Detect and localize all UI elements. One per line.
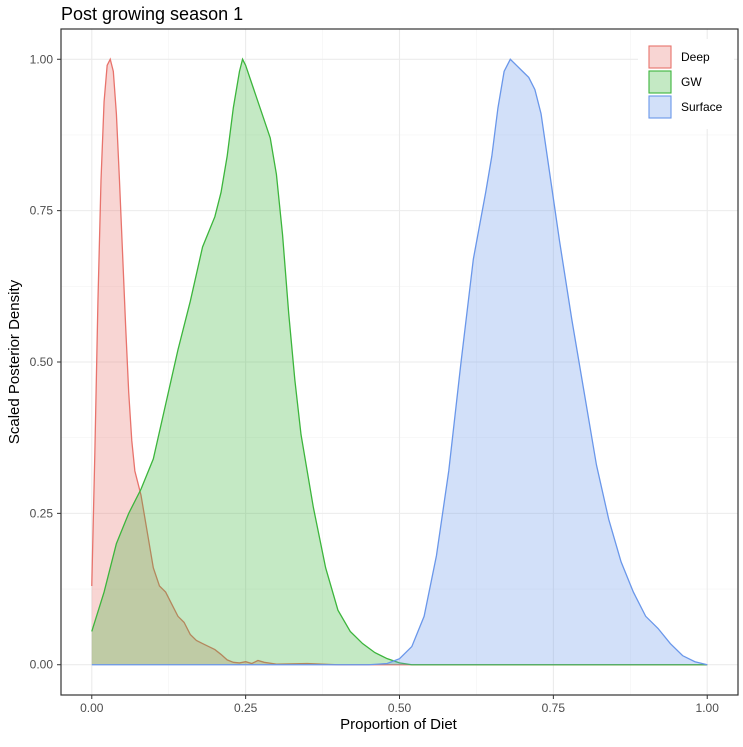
density-line-surface xyxy=(91,58,708,666)
y-tick-label: 0.00 xyxy=(30,658,54,672)
x-tick-label: 0.25 xyxy=(234,701,258,715)
x-tick-label: 0.50 xyxy=(388,701,412,715)
y-axis-title: Scaled Posterior Density xyxy=(6,279,23,444)
legend-label-gw: GW xyxy=(681,75,702,89)
plot-area: 0.00 0.25 0.50 0.75 1.00 0.00 0.25 0.50 0.75 1.00 xyxy=(30,28,739,715)
legend-box xyxy=(638,39,734,129)
legend-label-deep: Deep xyxy=(681,50,710,64)
y-tick-label: 0.25 xyxy=(30,506,54,520)
density-area-deep xyxy=(91,59,708,665)
x-tick-label: 0.00 xyxy=(80,701,104,715)
density-area-gw xyxy=(91,59,708,665)
x-tick-label: 0.75 xyxy=(542,701,566,715)
y-tick-label: 0.50 xyxy=(30,355,54,369)
legend-label-surface: Surface xyxy=(681,100,723,114)
legend-key-gw xyxy=(648,70,672,94)
x-tick-label: 1.00 xyxy=(696,701,720,715)
density-line-gw xyxy=(91,57,708,666)
density-line-deep xyxy=(91,57,708,666)
y-tick-label: 0.75 xyxy=(30,204,54,218)
density-area-surface xyxy=(91,59,708,665)
chart-title: Post growing season 1 xyxy=(61,4,243,24)
x-axis-title: Proportion of Diet xyxy=(340,716,458,733)
legend-key-deep xyxy=(648,45,672,69)
legend: Deep GW Surface xyxy=(638,39,734,129)
legend-key-surface xyxy=(648,95,672,119)
y-tick-label: 1.00 xyxy=(30,52,54,66)
